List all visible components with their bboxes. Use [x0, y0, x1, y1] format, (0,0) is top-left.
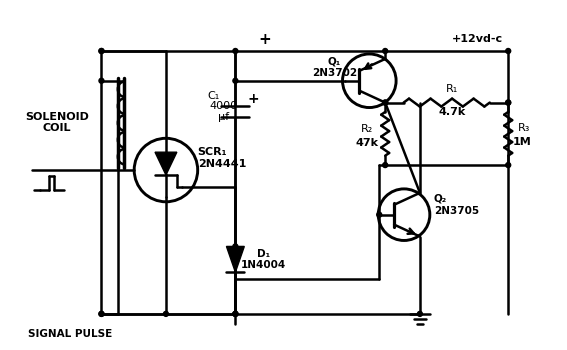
Text: 4000
μf: 4000 μf	[209, 101, 238, 122]
Text: 4.7k: 4.7k	[438, 107, 466, 118]
Circle shape	[99, 312, 104, 316]
Circle shape	[506, 100, 511, 105]
Circle shape	[506, 49, 511, 54]
Circle shape	[506, 100, 511, 105]
Text: D₁
1N4004: D₁ 1N4004	[240, 248, 286, 270]
Text: SOLENOID
COIL: SOLENOID COIL	[25, 112, 89, 133]
Circle shape	[383, 163, 388, 168]
Text: 47k: 47k	[356, 138, 379, 148]
Circle shape	[383, 49, 388, 54]
Circle shape	[163, 312, 168, 316]
Text: R₁: R₁	[446, 84, 458, 94]
Circle shape	[233, 244, 238, 249]
Polygon shape	[226, 246, 244, 272]
Text: Q₁
2N3702: Q₁ 2N3702	[312, 56, 357, 78]
Circle shape	[417, 312, 422, 316]
Text: SCR₁
2N4441: SCR₁ 2N4441	[198, 147, 246, 169]
Circle shape	[99, 49, 104, 54]
Text: R₂: R₂	[361, 124, 374, 134]
Text: R₃: R₃	[518, 123, 530, 133]
Text: +: +	[247, 92, 259, 106]
Circle shape	[233, 312, 238, 316]
Circle shape	[376, 212, 382, 217]
Text: +: +	[259, 32, 272, 47]
Circle shape	[383, 100, 388, 105]
Polygon shape	[155, 152, 177, 175]
Circle shape	[233, 49, 238, 54]
Circle shape	[99, 78, 104, 83]
Circle shape	[233, 78, 238, 83]
Circle shape	[233, 312, 238, 316]
Text: +12vd-c: +12vd-c	[452, 34, 503, 44]
Circle shape	[383, 100, 388, 105]
Circle shape	[233, 312, 238, 316]
Circle shape	[99, 49, 104, 54]
Circle shape	[99, 312, 104, 316]
Text: 1M: 1M	[513, 137, 531, 147]
Text: Q₂
2N3705: Q₂ 2N3705	[434, 194, 479, 216]
Text: SIGNAL PULSE: SIGNAL PULSE	[28, 329, 112, 339]
Text: C₁: C₁	[208, 91, 219, 101]
Circle shape	[506, 163, 511, 168]
